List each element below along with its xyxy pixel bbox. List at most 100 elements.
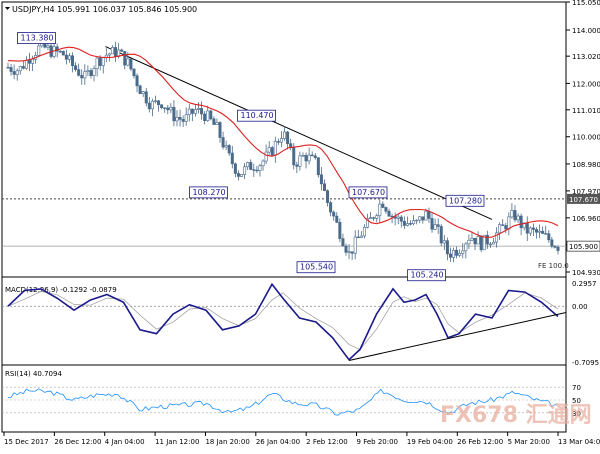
candle-body — [58, 50, 62, 53]
macd-line — [7, 282, 559, 361]
candle-body — [270, 147, 274, 156]
candle-body — [92, 68, 96, 77]
candle-body — [98, 57, 102, 66]
candle-body — [114, 47, 118, 57]
candle-body — [488, 243, 492, 246]
candle-body — [153, 100, 157, 102]
rsi-line — [7, 388, 559, 416]
macd-y-tick-label: 0.2957 — [572, 280, 597, 288]
y-tick-label: 112.000 — [572, 80, 600, 88]
candle-body — [6, 67, 10, 69]
candle-body — [455, 249, 459, 256]
candle-body — [175, 117, 179, 122]
candle-body — [378, 203, 382, 216]
candle-body — [150, 100, 154, 110]
candle-body — [528, 227, 532, 234]
candle-body — [224, 145, 228, 148]
dropdown-arrow-icon — [5, 7, 10, 10]
candle-body — [193, 109, 197, 114]
candle-body — [221, 137, 225, 148]
candle-body — [547, 233, 551, 241]
candle-body — [359, 235, 363, 238]
candle-body — [396, 216, 400, 219]
candle-body — [307, 154, 311, 162]
candle-body — [273, 141, 277, 156]
candle-body — [362, 226, 366, 237]
candle-body — [507, 216, 511, 230]
candle-body — [240, 174, 244, 177]
fe-label: FE 100.0 — [538, 262, 569, 270]
rsi-y-tick-label: 50 — [572, 397, 581, 405]
candle-body — [163, 107, 167, 109]
candle-body — [495, 232, 499, 243]
price-annotation-label: 108.270 — [193, 188, 226, 197]
candle-body — [160, 104, 164, 109]
candle-body — [276, 141, 280, 143]
x-tick-label: 4 Jan 04:00 — [105, 438, 145, 446]
candle-body — [544, 233, 548, 235]
macd-y-tick-label: -0.7095 — [572, 359, 599, 367]
candle-body — [246, 162, 250, 168]
candle-body — [412, 220, 416, 225]
candle-body — [365, 218, 369, 228]
price-annotation-label: 107.280 — [449, 196, 482, 205]
resistance-tag-label: 107.670 — [569, 196, 598, 204]
x-tick-label: 9 Feb 20:00 — [357, 438, 398, 446]
candle-body — [501, 224, 505, 226]
candle-body — [534, 229, 538, 233]
current-price-tag — [566, 240, 600, 252]
candle-body — [498, 224, 502, 234]
candle-body — [166, 107, 170, 111]
candle-body — [9, 67, 13, 72]
x-tick-label: 18 Jan 20:00 — [205, 438, 249, 446]
candle-body — [123, 51, 127, 66]
candle-body — [350, 251, 354, 254]
candle-body — [458, 253, 462, 256]
moving-average-line — [7, 46, 559, 239]
y-tick-label: 106.960 — [572, 215, 600, 223]
x-tick-label: 13 Mar 04:00 — [558, 438, 600, 446]
price-annotation-box — [296, 261, 336, 274]
candle-body — [24, 59, 28, 69]
y-tick-label: 114.000 — [572, 27, 600, 35]
candle-body — [21, 66, 25, 69]
candle-body — [255, 169, 259, 172]
rsi-y-tick-label: 70 — [572, 384, 581, 392]
candle-body — [298, 155, 302, 167]
price-annotation-label: 107.670 — [352, 188, 385, 197]
candle-body — [313, 155, 317, 158]
candle-body — [107, 53, 111, 56]
candle-body — [372, 217, 376, 219]
candle-body — [402, 220, 406, 226]
watermark-text: FX678 汇通网 — [440, 403, 592, 428]
candle-body — [249, 162, 253, 170]
candle-body — [267, 147, 271, 153]
candle-body — [230, 152, 234, 165]
y-tick-label: 108.980 — [572, 161, 600, 169]
candle-body — [295, 164, 299, 167]
candle-body — [399, 216, 403, 222]
candle-body — [516, 215, 520, 221]
y-tick-label: 115.050 — [572, 0, 600, 7]
y-tick-label: 111.010 — [572, 107, 600, 115]
candle-body — [476, 236, 480, 245]
candle-body — [132, 68, 136, 77]
candle-body — [126, 58, 130, 66]
candle-body — [510, 210, 514, 218]
candle-body — [553, 246, 557, 248]
price-annotation-box — [445, 194, 485, 207]
candle-body — [209, 110, 213, 120]
candle-body — [215, 122, 219, 125]
candle-body — [141, 91, 145, 95]
candle-body — [138, 85, 142, 95]
candle-body — [464, 243, 468, 252]
candle-body — [292, 147, 296, 166]
x-tick-label: 15 Dec 2017 — [4, 438, 49, 446]
candle-body — [347, 251, 351, 253]
candle-body — [335, 215, 339, 223]
candle-body — [433, 224, 437, 230]
candle-body — [541, 230, 545, 234]
price-annotation-label: 113.380 — [21, 34, 54, 43]
x-tick-label: 2 Feb 12:00 — [306, 438, 347, 446]
candle-body — [286, 131, 290, 144]
